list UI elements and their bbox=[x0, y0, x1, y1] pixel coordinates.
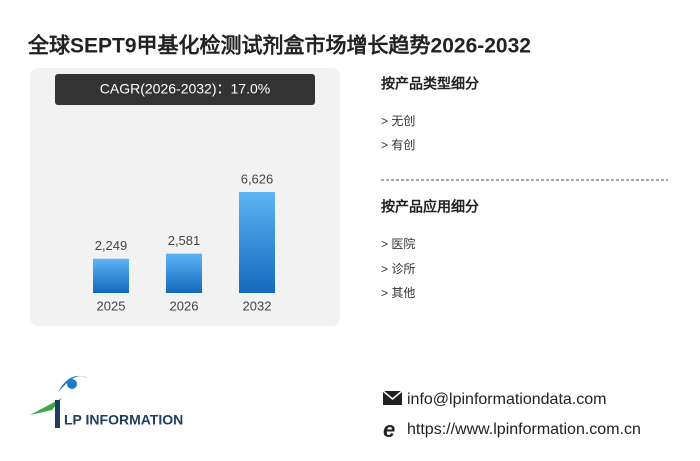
x-tick-label: 2032 bbox=[243, 298, 272, 313]
title: 全球SEPT9甲基化检测试剂盒市场增长趋势2026-2032 bbox=[27, 34, 531, 58]
x-tick-label: 2025 bbox=[97, 298, 126, 313]
cagr-label: CAGR(2026-2032)：17.0% bbox=[100, 81, 270, 97]
value-label: 2,249 bbox=[95, 238, 128, 253]
segment-item: > 有创 bbox=[381, 138, 415, 152]
segment-heading: 按产品应用细分 bbox=[381, 199, 479, 215]
value-label: 6,626 bbox=[241, 171, 274, 186]
logo-mark bbox=[30, 375, 88, 428]
segment-item: > 诊所 bbox=[381, 262, 415, 276]
segment-heading: 按产品类型细分 bbox=[381, 76, 479, 92]
segment-item: > 其他 bbox=[381, 286, 415, 300]
logo-text: LP INFORMATION bbox=[64, 412, 183, 428]
email-icon bbox=[382, 390, 403, 405]
cagr-box bbox=[55, 74, 315, 105]
segment-item: > 无创 bbox=[381, 114, 415, 128]
bar bbox=[93, 258, 129, 293]
bar bbox=[166, 253, 202, 293]
segment-item: > 医院 bbox=[381, 237, 415, 251]
web-icon: e bbox=[383, 417, 395, 442]
value-label: 2,581 bbox=[168, 233, 201, 248]
x-tick-label: 2026 bbox=[170, 298, 199, 313]
email[interactable]: info@lpinformationdata.com bbox=[407, 391, 606, 408]
website[interactable]: https://www.lpinformation.com.cn bbox=[407, 421, 641, 438]
bar bbox=[239, 192, 275, 293]
